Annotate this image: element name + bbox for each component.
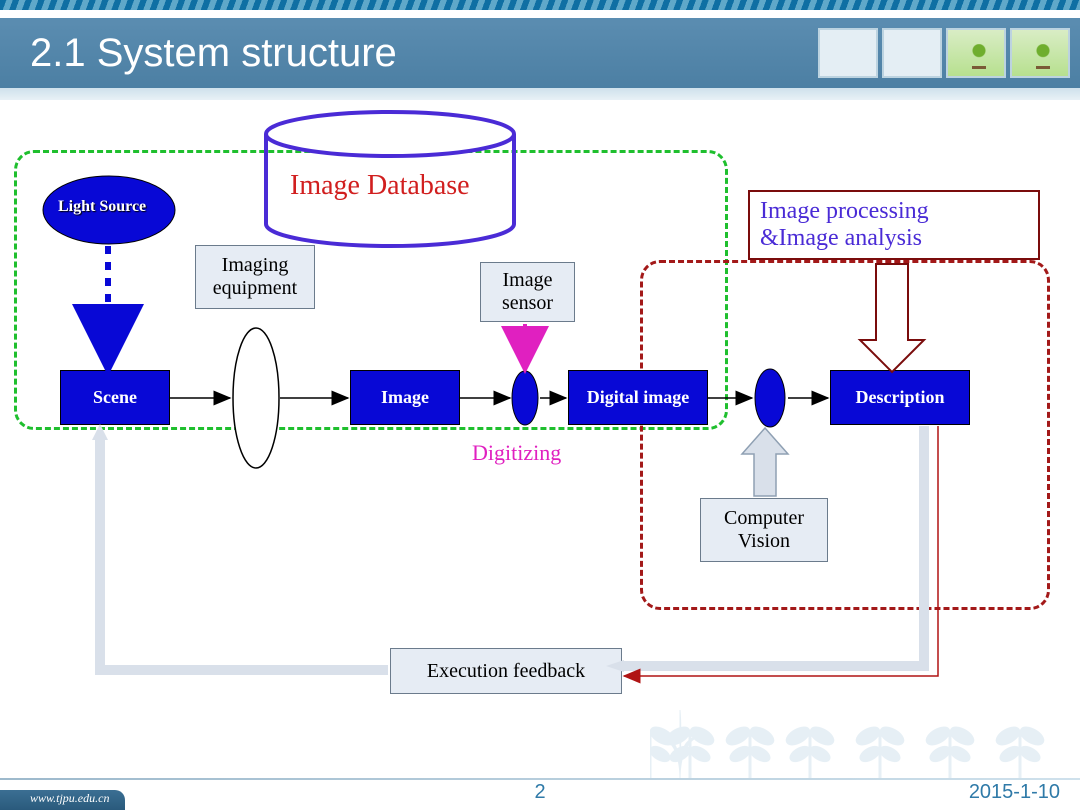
- thumb-blank-2: [882, 28, 942, 78]
- title-bar: 2.1 System structure: [0, 18, 1080, 88]
- footer-url: www.tjpu.edu.cn: [0, 790, 125, 810]
- callout-line1: Image processing: [760, 198, 1028, 225]
- title-thumbnails: [818, 18, 1070, 88]
- node-computer-vision: Computer Vision: [700, 498, 828, 562]
- thumb-plant-2: [1010, 28, 1070, 78]
- page-number: 2: [534, 781, 545, 804]
- slide-title: 2.1 System structure: [30, 31, 397, 76]
- node-imaging-equipment: Imaging equipment: [195, 245, 315, 309]
- callout-line2: &Image analysis: [760, 225, 1028, 252]
- node-execution-feedback: Execution feedback: [390, 648, 622, 694]
- digitizing-label: Digitizing: [472, 440, 561, 466]
- title-underbar: [0, 88, 1080, 100]
- digitizing-ellipse: [511, 370, 539, 426]
- callout-image-processing: Image processing &Image analysis: [748, 190, 1040, 260]
- thumb-plant-1: [946, 28, 1006, 78]
- thumb-blank-1: [818, 28, 878, 78]
- node-image: Image: [350, 370, 460, 425]
- diagram-canvas: Image Database Light Source Scene Image …: [0, 100, 1080, 710]
- node-digital-image: Digital image: [568, 370, 708, 425]
- footer-plants-decoration: [650, 690, 1070, 780]
- cv-ellipse: [754, 368, 786, 428]
- image-database-label: Image Database: [290, 170, 470, 202]
- light-source-label: Light Source: [58, 198, 146, 216]
- lens-ellipse: [231, 326, 281, 470]
- footer-divider: [0, 778, 1080, 780]
- node-scene: Scene: [60, 370, 170, 425]
- top-stripe: [0, 0, 1080, 10]
- footer-date: 2015-1-10: [969, 781, 1060, 804]
- node-description: Description: [830, 370, 970, 425]
- node-image-sensor: Image sensor: [480, 262, 575, 322]
